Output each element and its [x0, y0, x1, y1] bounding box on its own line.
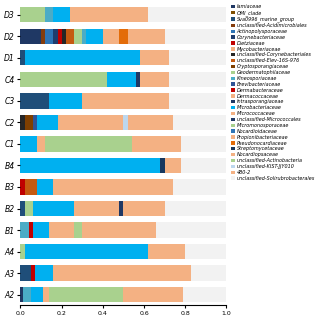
Bar: [142, 266, 191, 281]
Bar: [124, 287, 183, 302]
Bar: [20, 244, 25, 259]
Bar: [37, 180, 53, 195]
Bar: [82, 29, 86, 44]
Bar: [25, 201, 33, 216]
Bar: [53, 180, 82, 195]
Bar: [45, 7, 53, 22]
Bar: [20, 287, 22, 302]
Bar: [35, 266, 53, 281]
Bar: [173, 115, 226, 130]
Bar: [20, 72, 107, 87]
Bar: [20, 136, 37, 151]
Bar: [105, 222, 156, 237]
Bar: [25, 180, 37, 195]
Bar: [169, 93, 226, 108]
Bar: [107, 72, 136, 87]
Bar: [43, 287, 49, 302]
Bar: [105, 266, 142, 281]
Bar: [119, 29, 128, 44]
Bar: [74, 201, 119, 216]
Bar: [20, 266, 31, 281]
Bar: [82, 222, 105, 237]
Bar: [103, 29, 111, 44]
Bar: [31, 266, 35, 281]
Bar: [128, 180, 173, 195]
Bar: [20, 7, 45, 22]
Bar: [22, 287, 31, 302]
Bar: [20, 201, 25, 216]
Legend: Iamiaceae, OMI_clade, Sva0996_marine_group, unclassified-Acidimicrobiales, Actin: Iamiaceae, OMI_clade, Sva0996_marine_gro…: [231, 4, 316, 181]
Bar: [128, 29, 164, 44]
Bar: [136, 72, 140, 87]
Bar: [29, 222, 33, 237]
Bar: [53, 266, 78, 281]
Bar: [148, 7, 226, 22]
Bar: [37, 136, 45, 151]
Bar: [31, 287, 43, 302]
Bar: [58, 29, 62, 44]
Bar: [119, 201, 124, 216]
Bar: [25, 51, 140, 66]
Bar: [111, 29, 119, 44]
Bar: [173, 180, 226, 195]
Bar: [160, 158, 164, 173]
Bar: [181, 136, 226, 151]
Bar: [49, 222, 74, 237]
Bar: [183, 287, 226, 302]
Bar: [124, 115, 128, 130]
Bar: [53, 29, 58, 44]
Bar: [74, 222, 82, 237]
Bar: [20, 158, 160, 173]
Bar: [25, 244, 148, 259]
Bar: [164, 158, 181, 173]
Bar: [169, 72, 226, 87]
Bar: [20, 51, 25, 66]
Bar: [82, 180, 128, 195]
Bar: [140, 51, 169, 66]
Bar: [191, 266, 226, 281]
Bar: [66, 29, 74, 44]
Bar: [132, 136, 181, 151]
Bar: [45, 136, 132, 151]
Bar: [45, 29, 53, 44]
Bar: [20, 180, 25, 195]
Bar: [53, 7, 70, 22]
Bar: [78, 266, 105, 281]
Bar: [33, 115, 37, 130]
Bar: [148, 244, 185, 259]
Bar: [124, 201, 164, 216]
Bar: [33, 222, 49, 237]
Bar: [37, 115, 58, 130]
Bar: [140, 72, 169, 87]
Bar: [164, 29, 226, 44]
Bar: [49, 93, 82, 108]
Bar: [169, 51, 226, 66]
Bar: [156, 222, 226, 237]
Bar: [70, 7, 148, 22]
Bar: [164, 201, 226, 216]
Bar: [20, 93, 49, 108]
Bar: [20, 29, 41, 44]
Bar: [49, 287, 124, 302]
Bar: [128, 115, 173, 130]
Bar: [58, 115, 82, 130]
Bar: [33, 201, 74, 216]
Bar: [181, 158, 226, 173]
Bar: [25, 115, 33, 130]
Bar: [41, 29, 45, 44]
Bar: [119, 93, 169, 108]
Bar: [62, 29, 66, 44]
Bar: [82, 115, 124, 130]
Bar: [74, 29, 82, 44]
Bar: [20, 222, 29, 237]
Bar: [82, 93, 119, 108]
Bar: [185, 244, 226, 259]
Bar: [20, 115, 25, 130]
Bar: [86, 29, 103, 44]
